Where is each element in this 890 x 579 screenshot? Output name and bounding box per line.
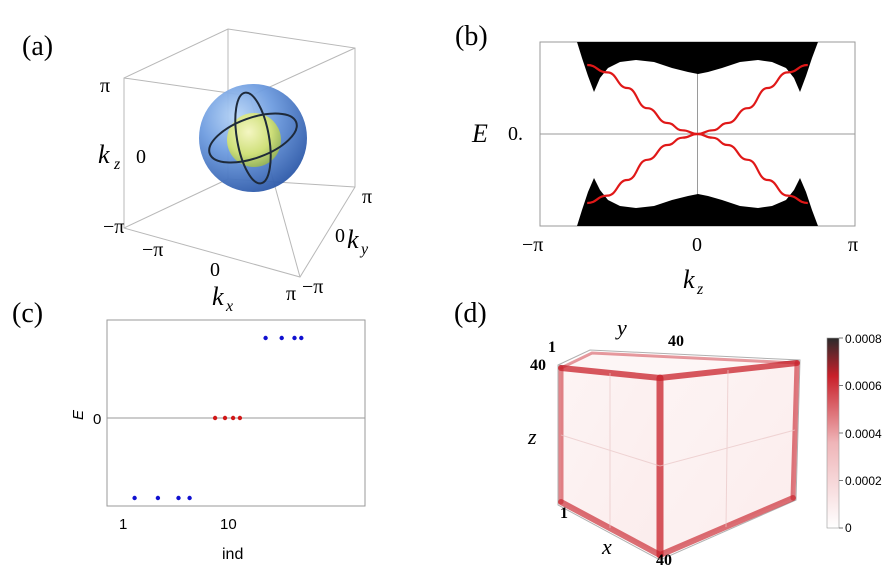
a-kx-tick-minus-pi: −π [142,239,163,261]
a-ky-tick-pi: π [362,186,372,208]
c-point [222,415,228,421]
d-axis-y: y [615,315,627,340]
a-kx-tick-0: 0 [210,259,220,281]
a-kz-tick-pi: π [100,75,110,97]
c-point [132,495,137,501]
d-tick-bottom-1: 1 [560,505,568,522]
c-xlabel: ind [222,546,243,563]
colorbar: 0.0008 0.0006 0.0004 0.0002 0 [826,332,882,535]
svg-text:z: z [113,156,121,173]
svg-text:k: k [98,140,110,169]
c-point [237,415,243,421]
svg-text:y: y [359,241,369,258]
d-tick-bottom-40: 40 [656,552,672,569]
b-ylabel: E [471,119,488,148]
panel-a: (a) π 0 −π k z −π 0 π k x [22,28,372,315]
b-x-tick-minus-pi: −π [522,234,543,256]
c-point [212,415,218,421]
c-points [132,335,304,501]
fermi-spheres [199,84,307,192]
surface-band-2 [587,63,808,205]
d-axis-x: x [601,534,612,559]
b-x-tick-0: 0 [692,234,702,256]
a-kx-tick-pi: π [286,283,296,305]
colorbar-tick-0: 0 [845,521,852,535]
nodal-ring-1 [208,112,298,164]
c-point [176,495,181,501]
a-kx-label: k x [212,282,233,315]
bulk-band-upper [577,42,818,92]
nodal-ring-2 [234,91,272,185]
a-ky-tick-0: 0 [335,225,345,247]
bulk-band-lower [577,178,818,226]
d-tick-top-left-1: 1 [548,339,556,356]
panel-d: (d) y z x 1 40 40 1 4 [454,298,882,569]
b-xlabel: k z [683,265,704,298]
c-ylabel: E [70,409,87,420]
svg-text:k: k [212,282,224,311]
b-y-tick-0: 0. [508,123,523,145]
c-point [155,495,161,501]
c-point [279,335,284,341]
svg-text:k: k [347,225,359,254]
colorbar-tick-0.0002: 0.0002 [845,474,882,488]
panel-a-label: (a) [22,31,53,62]
c-point [292,335,297,341]
a-ky-label: k y [347,225,369,258]
cube-right-face [660,363,797,555]
svg-text:x: x [225,298,233,315]
colorbar-tick-0.0008: 0.0008 [845,332,882,346]
colorbar-gradient [826,337,840,529]
d-axis-z: z [527,424,537,449]
a-ky-tick-minus-pi: −π [302,276,323,298]
c-point [187,495,192,501]
d-tick-left-40: 40 [530,357,546,374]
colorbar-tick-0.0006: 0.0006 [845,379,882,393]
svg-text:k: k [683,265,695,294]
panel-c: (c) 0 E 1 10 ind [12,298,366,563]
c-x-tick-1: 1 [119,516,127,533]
c-y-tick-0: 0 [93,411,101,428]
c-point [263,335,268,341]
a-kz-tick-minus-pi: −π [103,216,124,238]
c-point [299,335,304,341]
c-x-tick-10: 10 [220,516,237,533]
svg-text:z: z [696,281,704,298]
panel-b: (b) 0. E −π 0 π k z [455,21,858,298]
panel-c-label: (c) [12,298,43,329]
b-x-tick-pi: π [848,234,858,256]
colorbar-tick-0.0004: 0.0004 [845,427,882,441]
cube-faint-grid [560,369,796,528]
panel-c-frame [106,319,366,507]
d-tick-top-right-40: 40 [668,333,684,350]
c-point [230,415,236,421]
a-kz-label: k z [98,140,121,173]
panel-b-label: (b) [455,21,488,52]
panel-d-label: (d) [454,298,487,329]
a-kz-tick-0: 0 [136,146,146,168]
